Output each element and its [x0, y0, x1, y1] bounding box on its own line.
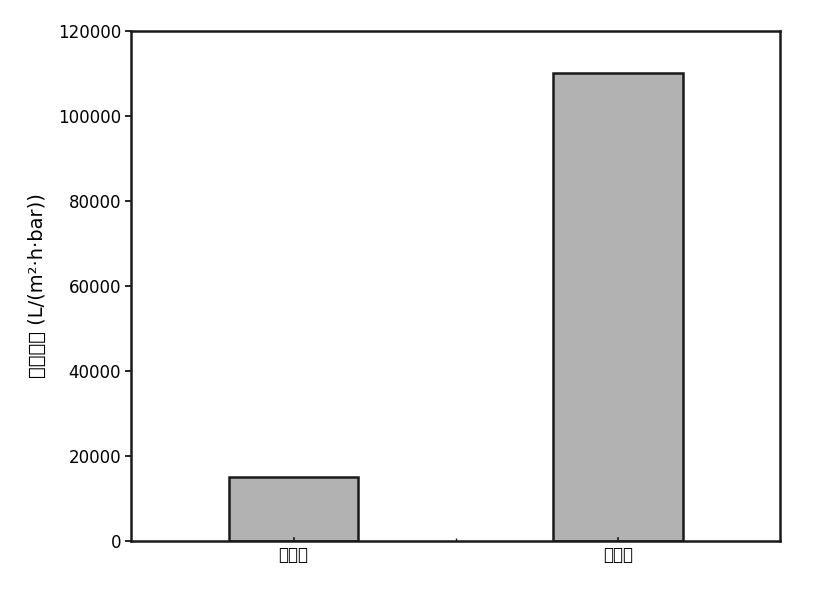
Bar: [553, 73, 683, 541]
Bar: [228, 477, 358, 541]
Y-axis label: 纯水通量 (L/(m²·h·bar)): 纯水通量 (L/(m²·h·bar)): [28, 194, 47, 378]
